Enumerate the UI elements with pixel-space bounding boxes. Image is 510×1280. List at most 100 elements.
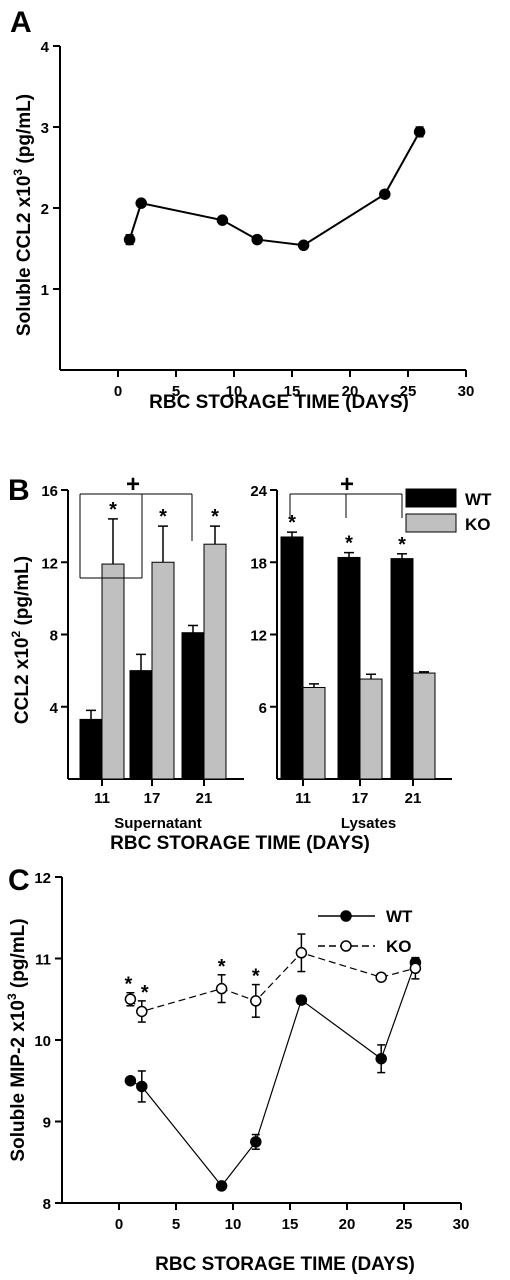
panel-c-ko-point [375,971,387,983]
panel-b-lysates-y-tick-label: 18 [250,555,267,572]
panel-c-x-tick-label: 25 [396,1216,413,1233]
panel-b-lysates-wt-bar [390,558,414,780]
panel-a-series-line [128,131,421,247]
panel-c-legend-wt-marker [340,910,352,922]
panel-b-supernatant-ko-bar [151,561,175,780]
panel-c-y-label-unit: (pg/mL) [8,918,29,993]
panel-c-significance-star: * [252,966,260,988]
panel-b-lysates-x-tick-label: 11 [295,790,311,807]
panel-a-x-axis-label: RBC STORAGE TIME (DAYS) [149,392,409,413]
panel-c-x-tick-label: 10 [225,1216,242,1233]
panel-a-series-point [251,233,263,246]
panel-c-x-axis-label: RBC STORAGE TIME (DAYS) [155,1254,415,1275]
panel-a-series-point [379,188,391,200]
panel-b-lysates-y-tick-label: 24 [250,483,267,500]
panel-b-legend-ko-label: KO [465,515,491,534]
panel-b-lysates-x-tick-label: 21 [405,790,422,807]
panel-b-lysates-significance-star: * [345,533,353,555]
panel-b-y-label-main: CCL2 x10 [12,638,33,725]
panel-c-axes: 0 5 10 15 20 25 30 8 9 10 11 12 [34,870,469,1233]
panel-b-legend-wt-label: WT [465,490,492,509]
panel-b-supernatant-y-tick-label: 16 [41,483,58,500]
panel-b-legend-wt-swatch [405,488,457,508]
panel-b-supernatant-y-tick-label: 4 [50,700,59,717]
panel-b-supernatant-y-tick-label: 12 [41,555,58,572]
panel-c-y-axis-label: Soluble MIP-2 x103 (pg/mL) [5,918,29,1161]
panel-b-lysates-significance-star: * [288,512,296,534]
panel-b-axes: 4 8 12 16 11 17 21 Supernatant 6 12 18 24 11 17 21 Lysa… [41,483,452,832]
panel-b-supernatant-significance-star: * [211,506,219,528]
panel-a-y-tick-label: 4 [41,39,50,56]
panel-c-significance-star: * [141,982,149,1004]
panel-a-letter: A [10,6,32,39]
panel-a-data [123,126,426,252]
panel-b-supernatant-y-tick-label: 8 [50,628,58,645]
panel-c-ko-line [129,952,416,1013]
panel-b-supernatant-group-label: Supernatant [114,815,202,832]
panel-a-y-axis-label: Soluble CCL2 x103 (pg/mL) [11,94,35,336]
panel-b-lysates-wt-bar [280,536,304,780]
panel-b-supernatant-ko-bar [101,563,125,780]
panel-c-wt-point [215,1180,228,1192]
panel-a: A 0 5 10 15 20 25 30 1 2 3 4 RBC STORAGE TIME (DAY… [10,6,474,413]
panel-c-ko-point [295,947,308,959]
panel-c-wt-point [124,1075,137,1087]
panel-b-supernatant-ko-bar [203,543,227,780]
panel-b-lysates-ko-bar [302,686,326,780]
panel-a-axes: 0 5 10 15 20 25 30 1 2 3 4 [41,39,475,400]
panel-c-wt-point [250,1136,262,1148]
panel-c-ko-point [409,962,422,975]
panel-a-y-label-main: Soluble CCL2 x10 [14,176,35,337]
panel-a-y-tick-label: 1 [41,282,49,299]
panel-b-y-axis-label: CCL2 x102 (pg/mL) [9,556,33,724]
panel-c-x-tick-label: 15 [282,1216,299,1233]
panel-a-y-label-exp: 3 [11,169,25,176]
panel-a-series-point [135,197,147,209]
panel-b-supernatant-x-tick-label: 17 [144,790,161,807]
panel-b-legend: WT KO [405,488,492,534]
panel-c-wt-point [136,1080,148,1093]
panel-a-x-tick-label: 10 [226,383,243,400]
panel-b-letter: B [8,474,30,507]
panel-b-supernatant-wt-bar [79,718,103,780]
panel-b-supernatant-comparison-bracket: + [79,471,193,579]
panel-b-lysates-wt-bar [337,556,361,780]
panel-b-lysates-y-tick-label: 12 [250,628,267,645]
panel-c-x-tick-label: 30 [453,1216,470,1233]
panel-b-x-axis-label: RBC STORAGE TIME (DAYS) [110,833,370,854]
panel-c-ko-point [250,995,262,1007]
panel-c-letter: C [8,864,30,897]
panel-c-y-tick-label: 10 [34,1033,51,1050]
panel-b-y-label-unit: (pg/mL) [12,556,33,631]
panel-a-x-tick-label: 25 [400,383,417,400]
panel-b-supernatant-x-tick-label: 21 [196,790,213,807]
panel-b-lysates-comparison-bracket: + [289,471,403,518]
panel-b-legend-ko-swatch [405,513,457,533]
panel-a-x-tick-label: 0 [114,383,122,400]
panel-b-lysates-plus-sign: + [340,471,354,498]
panel-c-significance-star: * [218,956,226,978]
panel-c-wt-point [375,1052,387,1065]
panel-b-lysates-x-tick-label: 17 [352,790,369,807]
panel-c-ko-point [124,993,137,1005]
panel-c-legend: WT KO [318,907,413,956]
panel-a-y-label-unit: (pg/mL) [14,94,35,169]
panel-b-supernatant-plus-sign: + [126,471,140,498]
panel-c-ko-point [215,982,228,995]
panel-c-y-tick-label: 9 [43,1115,51,1132]
panel-b-supernatant-significance-star: * [109,499,117,521]
panel-c-y-label-exp: 3 [5,993,19,1000]
panel-a-series-point [297,239,310,252]
panel-c-y-tick-label: 11 [35,952,51,969]
panel-c-data: * * * * WT KO [124,907,422,1192]
panel-b-lysates-significance-star: * [398,534,406,556]
panel-c-x-tick-label: 5 [172,1216,180,1233]
panel-c-ko-point [136,1005,148,1018]
panel-b-lysates-y-tick-label: 6 [259,700,267,717]
panel-b-lysates-ko-bar [359,678,383,780]
panel-c-y-tick-label: 12 [34,870,51,887]
panel-b-supernatant-significance-star: * [159,506,167,528]
panel-b-lysates-group-label: Lysates [341,815,396,832]
panel-a-series-point [123,233,136,246]
panel-a-y-tick-label: 2 [41,201,49,218]
